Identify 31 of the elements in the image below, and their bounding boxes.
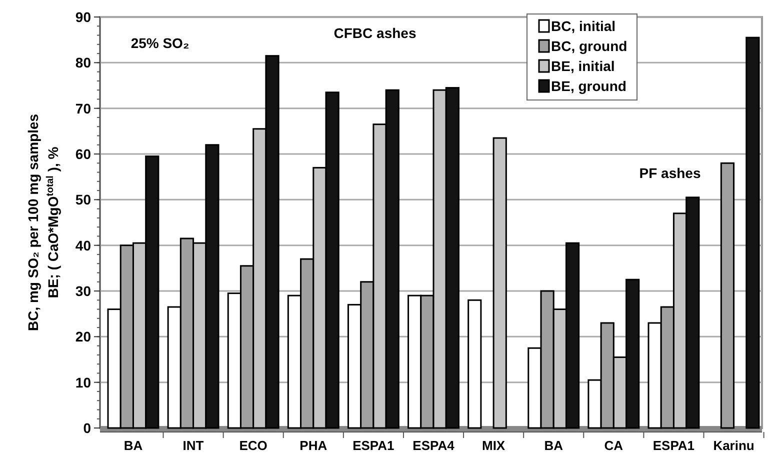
annotation: CFBC ashes [334, 25, 416, 41]
x-tick-label: ESPA1 [652, 438, 695, 453]
x-tick-label: INT [182, 438, 204, 453]
annotation: 25% SO₂ [130, 35, 190, 51]
x-tick-label: ECO [239, 438, 268, 453]
x-tick-label: ESPA1 [352, 438, 394, 453]
annotation: PF ashes [639, 165, 701, 181]
y-tick-label: 0 [83, 420, 92, 436]
x-tick-label: Karinu [713, 438, 754, 453]
bar [746, 36, 760, 429]
y-tick-label: 20 [75, 328, 92, 345]
y-tick-label: 60 [75, 146, 92, 162]
y-tick-label: 90 [75, 9, 92, 25]
x-tick-label: ESPA4 [412, 438, 456, 453]
y-tick-label: 30 [75, 283, 92, 299]
legend-label: BC, ground [551, 38, 628, 54]
y-tick-label: 70 [75, 100, 92, 116]
y-tick-label: 40 [75, 237, 92, 254]
x-tick-label: PHA [300, 438, 328, 453]
x-tick-label: CA [604, 438, 624, 453]
bar [492, 137, 507, 429]
y-tick-label: 50 [75, 192, 92, 208]
y-tick-label: 80 [75, 54, 92, 71]
y-tick-label: 10 [75, 374, 92, 390]
x-tick-label: BA [544, 438, 564, 453]
legend-label: BE, ground [551, 78, 626, 94]
legend-label: BC, initial [551, 18, 616, 34]
bar [468, 299, 482, 429]
x-tick-label: BA [124, 438, 144, 453]
x-tick-label: MIX [482, 438, 506, 453]
legend-label: BE, initial [551, 58, 615, 74]
